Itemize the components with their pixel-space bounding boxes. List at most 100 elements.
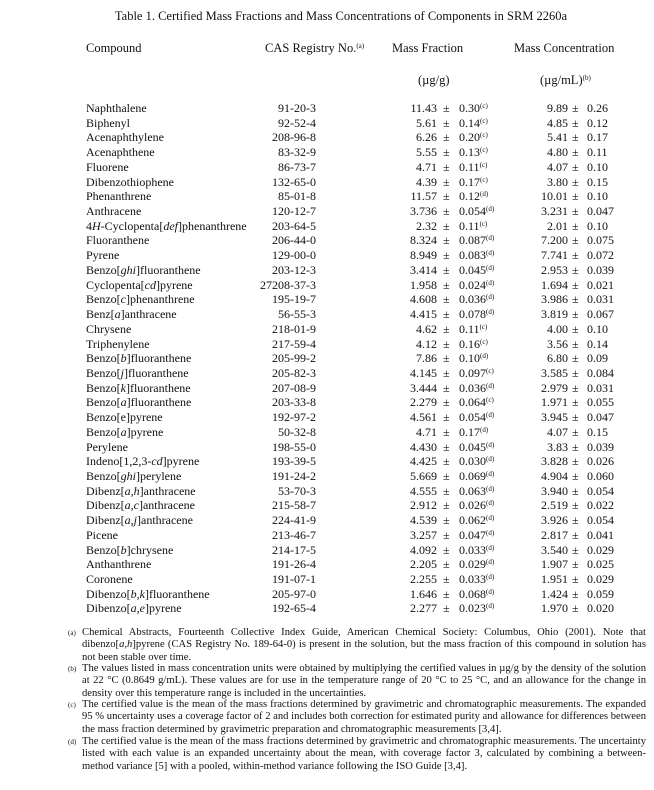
- plus-minus: ±: [443, 380, 450, 395]
- mass-concentration-value: 7.200: [541, 233, 568, 248]
- mass-fraction-uncertainty: 0.11(c): [459, 321, 488, 336]
- table-row: Anthracene 120-12-7 3.736 ±0.054(d) 3.231 ±0.…: [0, 204, 654, 219]
- mass-concentration-uncertainty: 0.022: [587, 498, 614, 513]
- italic-fragment: a,c: [124, 498, 139, 513]
- plus-minus: ±: [443, 292, 450, 307]
- footnote-ref: (d): [486, 484, 495, 493]
- mass-concentration-uncertainty: 0.054: [587, 513, 614, 528]
- mass-fraction-value: 3.736: [410, 204, 437, 219]
- compound-name: Benzo[k]fluoranthene: [86, 380, 191, 395]
- cas-number: 217-59-4: [272, 336, 316, 351]
- table-row: Naphthalene 91-20-3 11.43 ±0.30(c) 9.89 ±0.26: [0, 101, 654, 116]
- plus-minus: ±: [443, 101, 450, 115]
- italic-fragment: a: [120, 424, 127, 439]
- plus-minus: ±: [443, 277, 450, 292]
- compound-name: Cyclopenta[cd]pyrene: [86, 277, 193, 292]
- footnote-ref: (d): [486, 308, 495, 317]
- cas-number: 215-58-7: [272, 498, 316, 513]
- footnote-ref: (d): [486, 440, 495, 449]
- italic-fragment: a,h: [119, 639, 133, 651]
- table-row: Picene 213-46-7 3.257 ±0.047(d) 2.817 ±0.041: [0, 528, 654, 543]
- unit-mass-concentration: (µg/mL)(b): [540, 73, 591, 88]
- mass-fraction-value: 2.255: [410, 572, 437, 587]
- plus-minus: ±: [443, 130, 450, 145]
- plus-minus: ±: [443, 262, 450, 277]
- mass-fraction-value: 4.71: [416, 159, 437, 174]
- footnote: (d) The certified value is the mean of th…: [68, 736, 646, 773]
- plus-minus: ±: [572, 159, 579, 174]
- table-row: 4H-Cyclopenta[def]phenanthrene 203-64-5 2.…: [0, 219, 654, 234]
- cas-number: 53-70-3: [278, 483, 316, 498]
- table-row: Acenaphthylene 208-96-8 6.26 ±0.20(c) 5.41 ±0…: [0, 130, 654, 145]
- footnote-marker: (d): [68, 738, 77, 746]
- italic-fragment: b,k: [130, 586, 145, 601]
- mass-fraction-value: 4.415: [410, 307, 437, 322]
- cas-number: 206-44-0: [272, 233, 316, 248]
- plus-minus: ±: [572, 557, 579, 572]
- mass-concentration-value: 2.01: [547, 218, 568, 233]
- compound-name: 4H-Cyclopenta[def]phenanthrene: [86, 218, 247, 233]
- footnote-ref: (c): [480, 337, 488, 346]
- italic-fragment: e: [94, 410, 100, 425]
- compound-name: Chrysene: [86, 321, 132, 336]
- cas-number: 192-65-4: [272, 601, 316, 616]
- mass-concentration-value: 3.819: [541, 307, 568, 322]
- table-row: Benzo[j]fluoranthene 205-82-3 4.145 ±0.097(…: [0, 366, 654, 381]
- plus-minus: ±: [443, 527, 450, 542]
- mass-fraction-value: 8.324: [410, 233, 437, 248]
- mass-concentration-value: 9.89: [547, 101, 568, 115]
- mass-concentration-value: 3.940: [541, 483, 568, 498]
- mass-fraction-value: 3.444: [410, 380, 437, 395]
- cas-number: 203-33-8: [272, 395, 316, 410]
- footnote-ref: (d): [486, 514, 495, 523]
- mass-concentration-value: 10.01: [541, 189, 568, 204]
- table-row: Dibenzothiophene 132-65-0 4.39 ±0.17(c) 3.80…: [0, 175, 654, 190]
- footnote-ref: (d): [480, 190, 489, 199]
- compound-name: Picene: [86, 527, 118, 542]
- mass-concentration-uncertainty: 0.10: [587, 159, 608, 174]
- cas-number: 207-08-9: [272, 380, 316, 395]
- mass-fraction-uncertainty: 0.17(d): [459, 424, 489, 439]
- footnote-marker: (a): [68, 629, 76, 637]
- italic-fragment: a: [114, 307, 121, 322]
- header-mass-concentration: Mass Concentration: [514, 41, 615, 55]
- footnote-ref: (d): [486, 293, 495, 302]
- plus-minus: ±: [443, 586, 450, 601]
- mass-concentration-value: 1.970: [541, 601, 568, 616]
- mass-concentration-value: 2.519: [541, 498, 568, 513]
- table-row: Coronene 191-07-1 2.255 ±0.033(d) 1.951 ±0.02…: [0, 572, 654, 587]
- mass-concentration-uncertainty: 0.12: [587, 115, 608, 130]
- mass-fraction-value: 8.949: [410, 248, 437, 263]
- italic-fragment: ghi: [120, 469, 136, 483]
- cas-number: 120-12-7: [272, 204, 316, 219]
- plus-minus: ±: [443, 410, 450, 425]
- mass-fraction-uncertainty: 0.030(d): [459, 454, 495, 469]
- table-row: Benzo[a]fluoranthene 203-33-8 2.279 ±0.064(…: [0, 395, 654, 410]
- mass-fraction-uncertainty: 0.033(d): [459, 572, 495, 587]
- header-cas-label: CAS Registry No.: [265, 41, 357, 55]
- table-row: Fluoranthene 206-44-0 8.324 ±0.087(d) 7.200 ±…: [0, 233, 654, 248]
- cas-number: 198-55-0: [272, 439, 316, 454]
- plus-minus: ±: [443, 469, 450, 483]
- italic-fragment: c: [120, 292, 126, 307]
- footnote-ref: (c): [486, 366, 494, 375]
- table-row: Dibenz[a,h]anthracene 53-70-3 4.555 ±0.063(…: [0, 484, 654, 499]
- mass-concentration-uncertainty: 0.025: [587, 557, 614, 572]
- plus-minus: ±: [572, 542, 579, 557]
- compound-name: Perylene: [86, 439, 128, 454]
- mass-concentration-uncertainty: 0.11: [587, 145, 608, 160]
- mass-concentration-value: 4.07: [547, 424, 568, 439]
- plus-minus: ±: [443, 115, 450, 130]
- mass-fraction-uncertainty: 0.024(d): [459, 277, 495, 292]
- table-row: Benzo[ghi]fluoranthene 203-12-3 3.414 ±0.04…: [0, 263, 654, 278]
- table-row: Dibenz[a,j]anthracene 224-41-9 4.539 ±0.062…: [0, 513, 654, 528]
- footnote-ref: (c): [480, 102, 488, 110]
- footnote-ref: (d): [486, 558, 495, 567]
- plus-minus: ±: [443, 513, 450, 528]
- mass-fraction-value: 2.205: [410, 557, 437, 572]
- footnote-marker: (b): [68, 665, 77, 673]
- table-row: Benzo[b]chrysene 214-17-5 4.092 ±0.033(d) 3.…: [0, 543, 654, 558]
- footnote-ref: (c): [480, 131, 488, 140]
- italic-fragment: a,h: [124, 483, 140, 498]
